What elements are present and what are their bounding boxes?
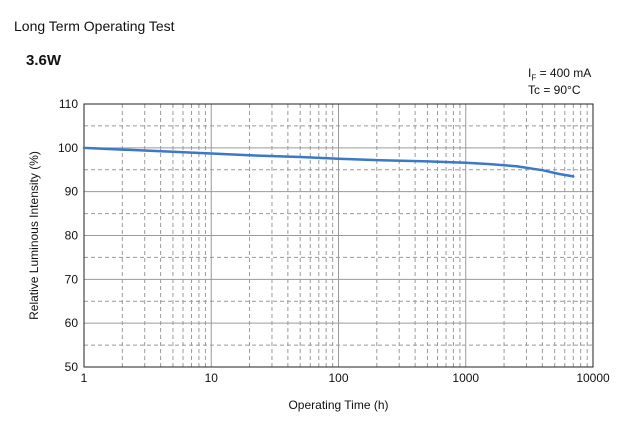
grid-lines	[84, 104, 593, 367]
x-tick-label: 1	[81, 371, 88, 385]
y-axis-label: Relative Luminous Intensity (%)	[27, 151, 41, 320]
current-symbol: I	[528, 66, 532, 80]
y-tick-label: 80	[65, 229, 79, 243]
power-rating-label: 3.6W	[26, 52, 62, 69]
x-tick-label: 10	[205, 371, 219, 385]
forward-current-condition: IF = 400 mA	[528, 66, 591, 82]
x-axis-label: Operating Time (h)	[288, 398, 388, 412]
y-tick-label: 100	[58, 141, 78, 155]
x-tick-label: 1000	[452, 371, 479, 385]
current-value: = 400 mA	[536, 66, 592, 80]
y-tick-label: 60	[65, 316, 79, 330]
current-subscript: F	[531, 73, 537, 83]
series-line	[82, 146, 575, 178]
y-tick-label: 90	[65, 185, 79, 199]
case-temperature-condition: Tc = 90°C	[528, 83, 581, 97]
x-tick-label: 10000	[576, 371, 610, 385]
y-tick-label: 110	[59, 97, 78, 111]
x-axis-ticks: 1 10 100 1000 10000	[81, 371, 610, 385]
page-title: Long Term Operating Test	[14, 18, 175, 34]
plot-frame	[83, 103, 594, 368]
y-axis-ticks: 50 60 70 80 90 100 110	[58, 97, 78, 374]
y-tick-label: 70	[65, 272, 79, 286]
y-tick-label: 50	[65, 360, 79, 374]
x-tick-label: 100	[328, 371, 348, 385]
